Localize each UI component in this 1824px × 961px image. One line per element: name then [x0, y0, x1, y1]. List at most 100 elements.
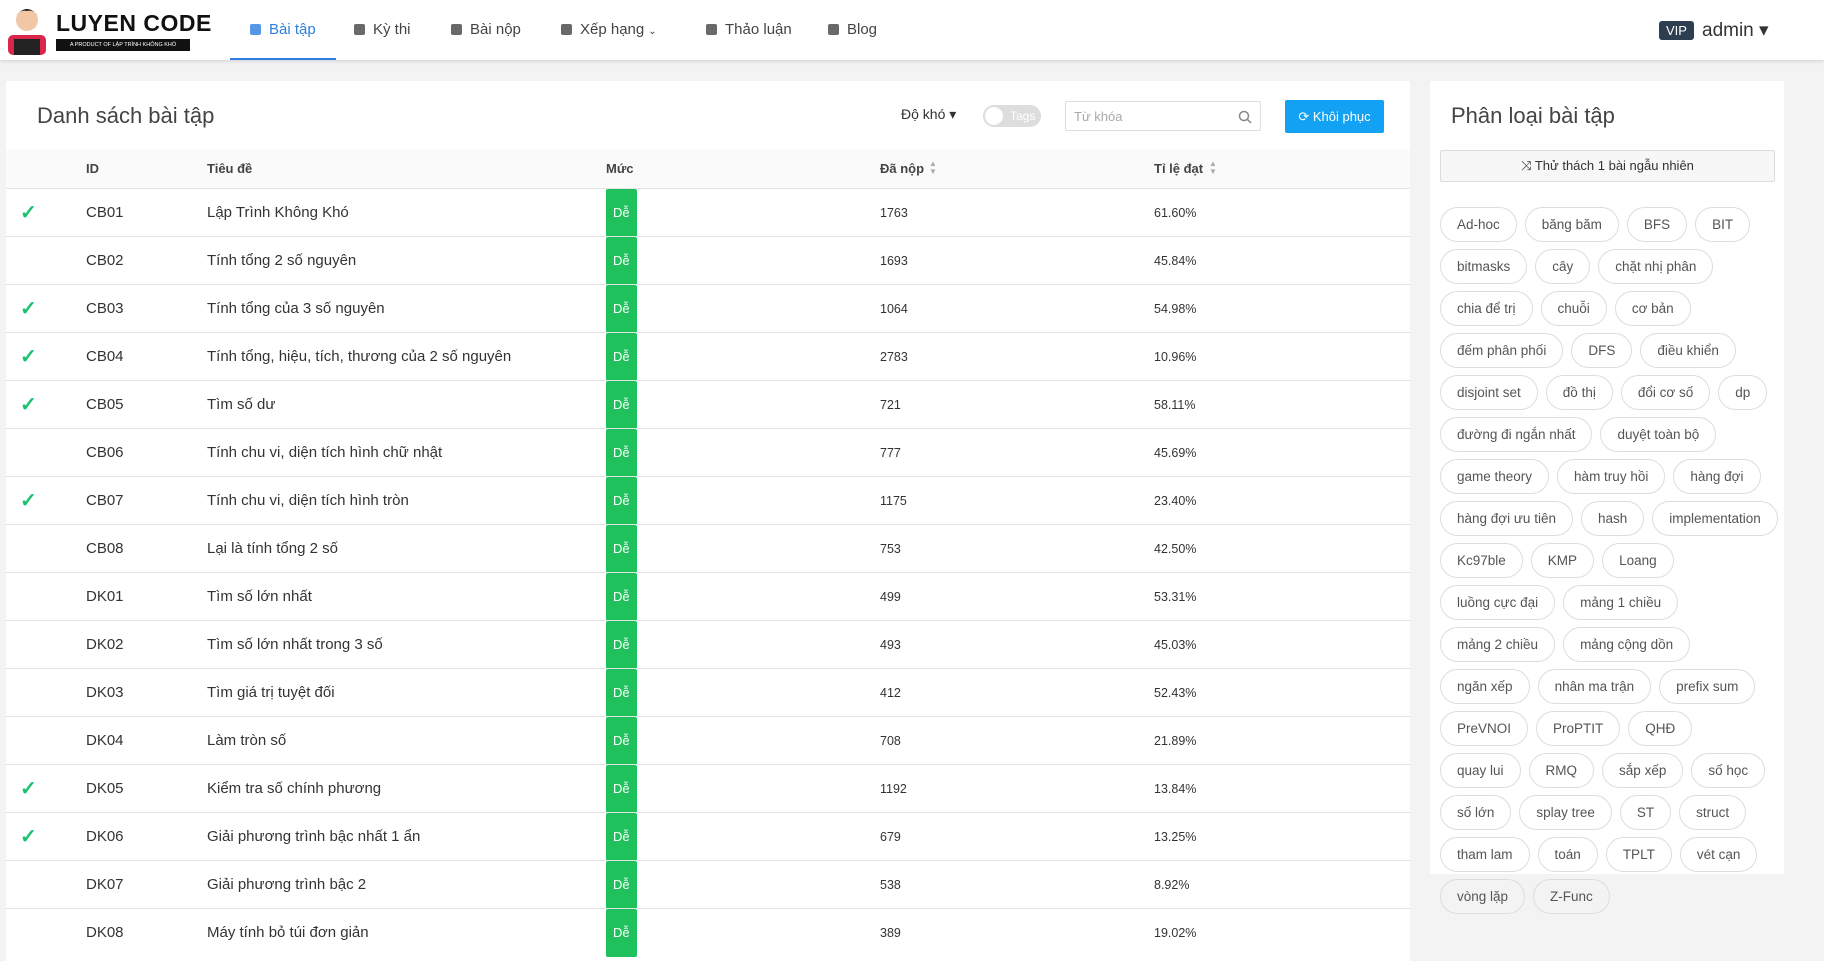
problem-title[interactable]: Tìm giá trị tuyệt đối: [207, 684, 335, 701]
nav-item[interactable]: Thảo luận: [706, 0, 792, 60]
problem-title[interactable]: Giải phương trình bậc 2: [207, 876, 367, 893]
nav-item[interactable]: Bài tập: [230, 0, 336, 60]
tag-chip[interactable]: chia để trị: [1440, 291, 1533, 326]
problem-id: DK04: [86, 732, 124, 749]
tag-chip[interactable]: vòng lặp: [1440, 879, 1526, 914]
tag-chip[interactable]: DFS: [1571, 333, 1633, 368]
tag-chip[interactable]: hàng đợi ưu tiên: [1440, 501, 1573, 536]
tag-chip[interactable]: ProPTIT: [1536, 711, 1621, 746]
user-menu[interactable]: admin ▾: [1702, 20, 1769, 41]
tag-chip[interactable]: số học: [1691, 753, 1766, 788]
problem-title[interactable]: Tìm số lớn nhất: [207, 588, 312, 605]
tag-chip[interactable]: vét cạn: [1679, 837, 1758, 872]
tag-chip[interactable]: mảng 1 chiều: [1563, 585, 1679, 620]
tag-chip[interactable]: game theory: [1440, 459, 1550, 494]
random-button[interactable]: ⤨ Thử thách 1 bài ngẫu nhiên: [1440, 150, 1775, 182]
sort-icon[interactable]: ▲ ▼: [1209, 159, 1217, 176]
tag-chip[interactable]: đổi cơ số: [1620, 375, 1711, 410]
tag-chip[interactable]: sắp xếp: [1602, 753, 1684, 788]
column-header: ID: [86, 161, 99, 176]
problem-id: DK07: [86, 876, 124, 893]
tag-chip[interactable]: tham lam: [1440, 837, 1530, 872]
problem-title[interactable]: Tính chu vi, diện tích hình tròn: [207, 492, 409, 509]
tag-chip[interactable]: disjoint set: [1440, 375, 1538, 410]
problem-id: CB03: [86, 300, 124, 317]
tag-chip[interactable]: cây: [1535, 249, 1591, 284]
nav-item[interactable]: Bài nộp: [451, 0, 521, 60]
tag-chip[interactable]: dp: [1718, 375, 1768, 410]
problem-title[interactable]: Làm tròn số: [207, 732, 287, 749]
table-row: ✓ CB04 Tính tổng, hiệu, tích, thương của 2…: [6, 332, 1410, 381]
tag-chip[interactable]: đường đi ngắn nhất: [1440, 417, 1593, 452]
tag-chip[interactable]: số lớn: [1440, 795, 1512, 830]
tag-chip[interactable]: toán: [1537, 837, 1598, 872]
problem-title[interactable]: Tính chu vi, diện tích hình chữ nhật: [207, 444, 443, 461]
tag-chip[interactable]: BIT: [1695, 207, 1751, 242]
sort-icon[interactable]: ▲ ▼: [929, 159, 937, 176]
problem-title[interactable]: Tính tổng, hiệu, tích, thương của 2 số n…: [207, 348, 512, 365]
problem-title[interactable]: Máy tính bỏ túi đơn giản: [207, 924, 369, 941]
level-badge: Dễ: [606, 429, 637, 477]
tag-chip[interactable]: splay tree: [1519, 795, 1612, 830]
tag-chip[interactable]: điều khiển: [1640, 333, 1736, 368]
tag-chip[interactable]: băng băm: [1524, 207, 1619, 242]
problem-title[interactable]: Tìm số dư: [207, 396, 276, 413]
tag-chip[interactable]: TPLT: [1605, 837, 1672, 872]
tag-chip[interactable]: đếm phân phối: [1440, 333, 1564, 368]
tag-chip[interactable]: implementation: [1652, 501, 1778, 536]
nav-item[interactable]: Xếp hạng ⌄: [561, 0, 657, 60]
problem-title[interactable]: Lập Trình Không Khó: [207, 204, 349, 221]
tag-chip[interactable]: duyệt toàn bộ: [1600, 417, 1717, 452]
column-header[interactable]: Đã nộp: [880, 161, 925, 176]
tag-chip[interactable]: hash: [1580, 501, 1645, 536]
nav-item[interactable]: Kỳ thi: [354, 0, 411, 60]
tag-chip[interactable]: quay lui: [1440, 753, 1521, 788]
tag-chip[interactable]: ngăn xếp: [1440, 669, 1530, 704]
table-row: DK03 Tìm giá trị tuyệt đối Dễ 412 52.43%: [6, 668, 1410, 717]
difficulty-filter[interactable]: Độ khó ▾: [901, 106, 957, 122]
table-row: CB08 Lại là tính tổng 2 số Dễ 753 42.50%: [6, 524, 1410, 573]
problem-title[interactable]: Tính tổng của 3 số nguyên: [207, 300, 385, 317]
tag-chip[interactable]: ST: [1619, 795, 1672, 830]
tag-chip[interactable]: BFS: [1626, 207, 1688, 242]
tag-chip[interactable]: struct: [1679, 795, 1747, 830]
tag-chip[interactable]: Loang: [1602, 543, 1674, 578]
problem-title[interactable]: Lại là tính tổng 2 số: [207, 540, 338, 557]
solved-check: ✓: [20, 202, 37, 224]
submitted-count: 2783: [880, 350, 908, 364]
problem-title[interactable]: Giải phương trình bậc nhất 1 ẩn: [207, 828, 421, 845]
tag-chip[interactable]: RMQ: [1528, 753, 1595, 788]
problem-title[interactable]: Tính tổng 2 số nguyên: [207, 252, 357, 269]
level-badge: Dễ: [606, 669, 637, 717]
search-input[interactable]: Từ khóa: [1065, 101, 1261, 131]
tag-chip[interactable]: KMP: [1530, 543, 1595, 578]
tag-chip[interactable]: QHĐ: [1628, 711, 1693, 746]
tag-chip[interactable]: chặt nhị phân: [1598, 249, 1714, 284]
tag-chip[interactable]: prefix sum: [1659, 669, 1756, 704]
tags-toggle[interactable]: Tags: [983, 105, 1041, 127]
tag-chip[interactable]: nhân ma trận: [1537, 669, 1652, 704]
navbar: LUYEN CODE A PRODUCT OF LẬP TRÌNH KHÔNG …: [0, 0, 1824, 60]
accept-rate: 42.50%: [1154, 542, 1197, 556]
tag-chip[interactable]: mảng cộng dồn: [1563, 627, 1691, 662]
submitted-count: 1064: [880, 302, 908, 316]
problem-id: CB07: [86, 492, 124, 509]
tag-chip[interactable]: hàm truy hồi: [1557, 459, 1666, 494]
problem-title[interactable]: Tìm số lớn nhất trong 3 số: [207, 636, 383, 653]
tag-chip[interactable]: Kc97ble: [1440, 543, 1523, 578]
tag-chip[interactable]: chuỗi: [1540, 291, 1607, 326]
tag-chip[interactable]: Ad-hoc: [1440, 207, 1517, 242]
tag-chip[interactable]: PreVNOI: [1440, 711, 1529, 746]
tag-chip[interactable]: bitmasks: [1440, 249, 1528, 284]
tag-chip[interactable]: luồng cực đại: [1440, 585, 1556, 620]
tag-chip[interactable]: cơ bản: [1614, 291, 1691, 326]
tag-chip[interactable]: đồ thị: [1545, 375, 1613, 410]
column-header[interactable]: Tỉ lệ đạt: [1154, 161, 1204, 176]
tag-chip[interactable]: Z-Func: [1533, 879, 1610, 914]
reset-button[interactable]: ⟳ Khôi phục: [1285, 100, 1384, 133]
tag-chip[interactable]: hàng đợi: [1673, 459, 1761, 494]
tag-chip[interactable]: mảng 2 chiều: [1440, 627, 1556, 662]
nav-item[interactable]: Blog: [828, 0, 877, 60]
problem-title[interactable]: Kiểm tra số chính phương: [207, 780, 382, 797]
